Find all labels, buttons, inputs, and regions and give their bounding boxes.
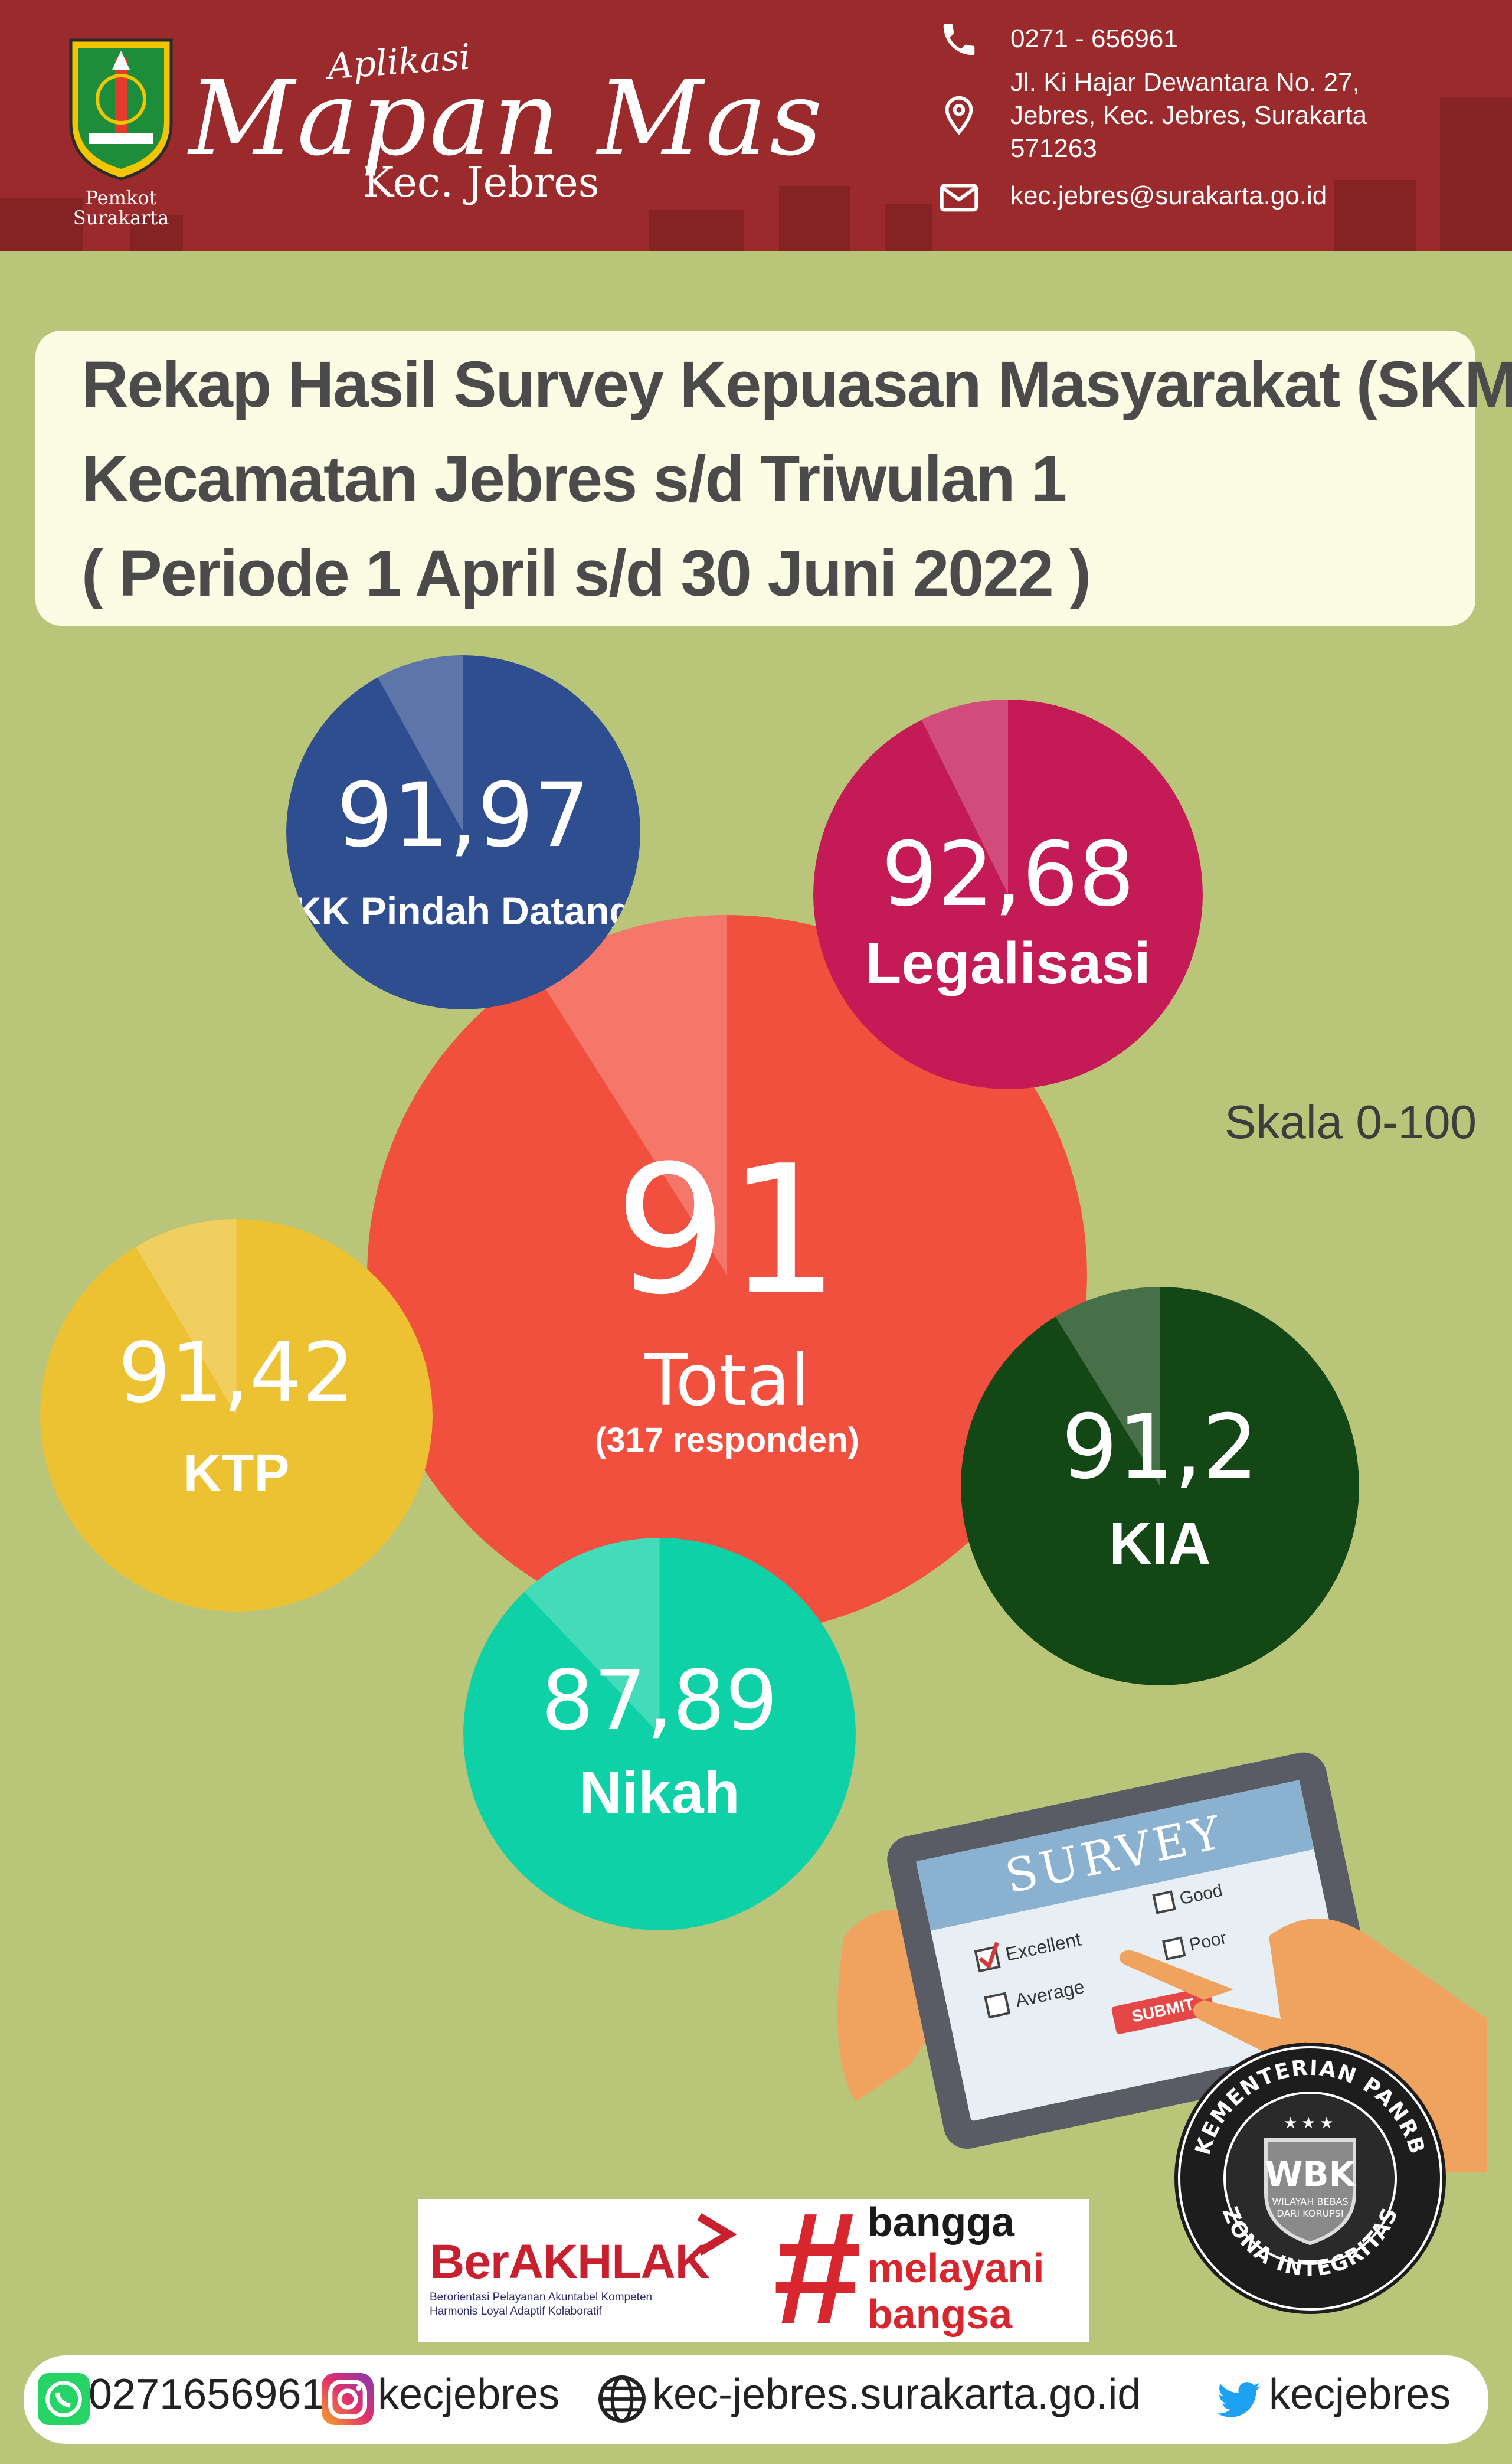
badge-sub-1: WILAYAH BEBAS (1272, 2196, 1348, 2207)
title-line-3: ( Periode 1 April s/d 30 Juni 2022 ) (81, 537, 1091, 610)
surakarta-crest-logo (69, 38, 173, 181)
header-banner (0, 0, 1512, 251)
hashtag-symbol: # (773, 2179, 862, 2357)
location-icon (945, 96, 973, 135)
footer-website[interactable]: kec-jebres.surakarta.go.id (652, 2371, 1141, 2418)
svg-text:★ ★ ★: ★ ★ ★ (1284, 2114, 1333, 2132)
instagram-icon (322, 2373, 374, 2425)
nikah-label: Nikah (579, 1760, 740, 1826)
berakhlak-logo: BerAKHLAK (430, 2235, 710, 2289)
legalisasi-label: Legalisasi (865, 930, 1151, 996)
respondent-count: (317 responden) (595, 1421, 859, 1459)
legalisasi-circle: 92,68 Legalisasi (813, 700, 1203, 1089)
phone-icon (943, 24, 975, 55)
score-pie (463, 1538, 856, 1930)
score-pie (813, 700, 1203, 1089)
ktp-label: KTP (183, 1444, 290, 1503)
app-name: Mapan Mas (189, 59, 825, 179)
mail-icon (940, 184, 978, 212)
bangga-melayani-bangsa-logo: bangga melayani bangsa (868, 2199, 1045, 2337)
email-address: kec.jebres@surakarta.go.id (1010, 181, 1327, 210)
total-score-label: Total (644, 1340, 810, 1422)
footer-twitter[interactable]: kecjebres (1269, 2371, 1451, 2418)
kk-pindah-datang-value: 91,97 (336, 764, 590, 867)
score-pie (40, 1219, 433, 1612)
kia-circle: 91,2 KIA (961, 1287, 1359, 1685)
footer-whatsapp[interactable]: 0271656961 (89, 2371, 325, 2418)
logos-box (418, 2199, 1089, 2342)
kia-value: 91,2 (1061, 1396, 1259, 1499)
score-pie-remainder (921, 700, 1008, 894)
title-line-2: Kecamatan Jebres s/d Triwulan 1 (81, 443, 1067, 515)
score-pie-remainder (524, 1538, 660, 1734)
address: Jl. Ki Hajar Dewantara No. 27, Jebres, K… (1010, 68, 1367, 163)
legalisasi-value: 92,68 (881, 823, 1135, 926)
score-pie-remainder (377, 655, 463, 832)
score-pie-remainder (1055, 1287, 1160, 1486)
wbk-zona-integritas-badge: KEMENTERIAN PANRB ZONA INTEGRITAS WBK WI… (1174, 2043, 1446, 2314)
score-pie (367, 915, 1087, 1635)
app-subtitle: Kec. Jebres (363, 158, 600, 207)
nikah-circle: 87,89 Nikah (463, 1538, 856, 1930)
badge-sub-2: DARI KORUPSI (1277, 2208, 1343, 2219)
score-pie (961, 1287, 1359, 1685)
nikah-value: 87,89 (541, 1653, 778, 1749)
kk-pindah-datang-label: KK Pindah Datang (293, 889, 633, 933)
twitter-icon (1217, 2382, 1261, 2417)
score-pie (286, 655, 640, 1009)
berakhlak-tagline: Berorientasi Pelayanan Akuntabel Kompete… (430, 2291, 653, 2318)
phone-number: 0271 - 656961 (1010, 24, 1178, 53)
total-score-circle: 91 Total (317 responden) (367, 915, 1087, 1635)
kia-label: KIA (1109, 1511, 1211, 1577)
crest-label: Pemkot Surakarta (73, 187, 169, 229)
whatsapp-icon (38, 2373, 90, 2425)
footer-instagram[interactable]: kecjebres (378, 2371, 560, 2418)
title-line-1: Rekap Hasil Survey Kepuasan Masyarakat (… (81, 348, 1512, 421)
badge-wbk: WBK (1265, 2154, 1356, 2194)
title-box (35, 331, 1475, 626)
total-score-value: 91 (614, 1128, 840, 1334)
berakhlak-arrow-icon (697, 2213, 737, 2256)
kk-pindah-datang-circle: 91,97 KK Pindah Datang (286, 655, 640, 1009)
ktp-circle: 91,42 KTP (40, 1219, 433, 1612)
scale-note: Skala 0-100 (1225, 1096, 1477, 1148)
globe-icon (598, 2375, 646, 2423)
score-pie-remainder (534, 915, 727, 1275)
score-pie-remainder (135, 1219, 237, 1416)
ktp-value: 91,42 (118, 1325, 355, 1421)
